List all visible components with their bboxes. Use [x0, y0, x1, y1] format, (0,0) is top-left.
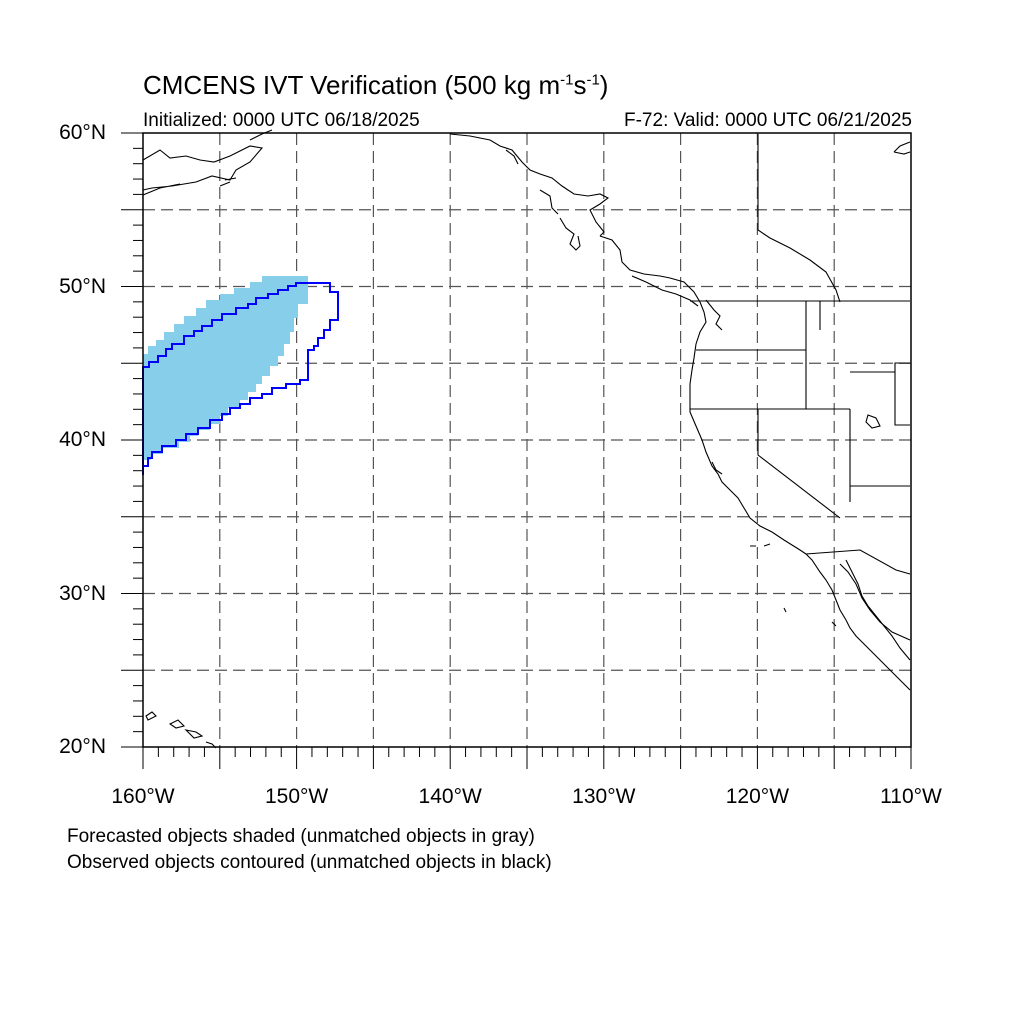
map-frame [142, 132, 912, 748]
latitude-label: 40°N [59, 428, 106, 451]
longitude-label: 110°W [880, 785, 942, 808]
latitude-label: 30°N [59, 581, 106, 605]
alaska-coastline [142, 129, 273, 196]
map-title: CMCENS IVT Verification (500 kg m-1s-1) [143, 70, 609, 100]
us-canada-boundary [757, 134, 841, 303]
graticule [143, 133, 911, 747]
baja-california-coast [783, 553, 911, 691]
observed-object-contour [142, 282, 339, 475]
us-west-coast [689, 343, 807, 555]
longitude-label: 120°W [725, 785, 790, 808]
initialized-time: Initialized: 0000 UTC 06/18/2025 [143, 110, 420, 131]
longitude-label: 150°W [264, 785, 329, 808]
coastlines [142, 129, 911, 749]
great-salt-lake [865, 414, 881, 429]
southeast-alaska-coast [449, 133, 610, 251]
observed-note: Observed objects contoured (unmatched ob… [67, 852, 552, 873]
valid-time: F-72: Valid: 0000 UTC 06/21/2025 [624, 110, 912, 131]
us-state-boundaries [690, 300, 911, 575]
axis-ticks [121, 132, 912, 769]
forecast-object-shading [143, 276, 308, 460]
canada-coast [599, 235, 723, 345]
latitude-label: 50°N [59, 274, 106, 298]
hawaii-islands [145, 711, 217, 749]
northeast-coastline [893, 141, 911, 155]
latitude-label: 20°N [59, 735, 106, 758]
latitude-label: 60°N [59, 121, 106, 144]
longitude-label: 130°W [572, 785, 636, 808]
longitude-label: 140°W [418, 785, 482, 808]
forecast-note: Forecasted objects shaded (unmatched obj… [67, 826, 535, 847]
mexico-mainland-coast [839, 563, 911, 641]
longitude-label: 160°W [111, 785, 175, 808]
